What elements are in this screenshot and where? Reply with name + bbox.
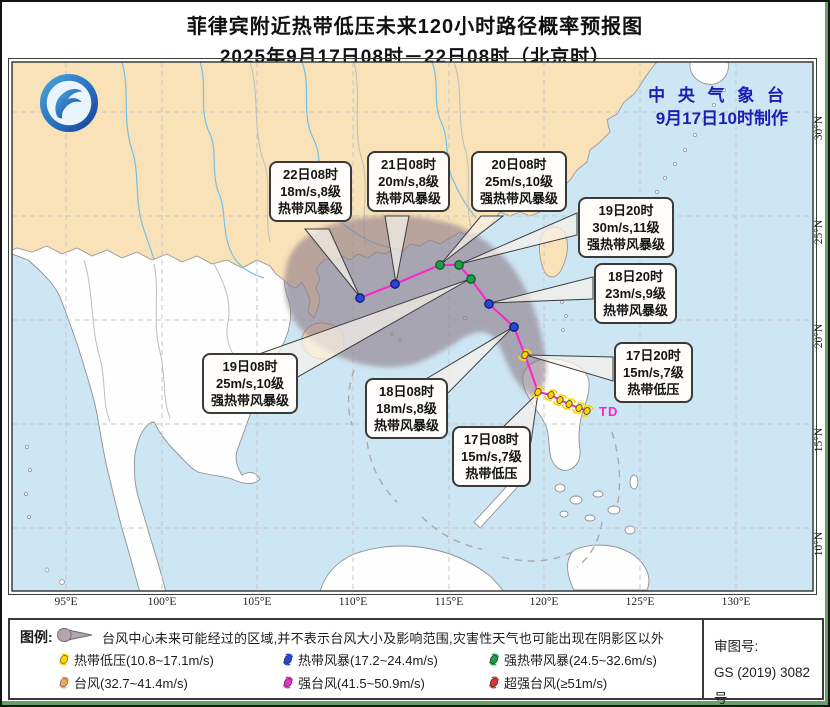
svg-text:10°N: 10°N: [813, 531, 825, 556]
legend-item-super-ty: 超强台风(≥51m/s): [488, 673, 607, 692]
legend-title: 图例:: [20, 629, 53, 645]
svg-text:15°N: 15°N: [813, 427, 825, 452]
window-edge-right: [825, 2, 828, 705]
svg-text:125°E: 125°E: [626, 596, 655, 608]
dash-line-boundary: [347, 369, 621, 568]
ryukyu-islands: [655, 88, 726, 194]
legend-divider: [702, 620, 704, 698]
callout-17d08h: 17日08时 15m/s,7级 热带低压: [452, 426, 531, 487]
agency-credit: 中 央 气 象 台 9月17日10时制作: [648, 84, 788, 130]
typhoon-symbol-icon: [283, 676, 293, 689]
typhoon-symbol-icon: [489, 676, 499, 689]
map-frame-inner: [11, 61, 814, 592]
legend-item-ts: 热带风暴(17.2~24.4m/s): [282, 650, 438, 669]
svg-text:120°E: 120°E: [530, 596, 559, 608]
callout-18d20h: 18日20时 23m/s,9级 热带风暴级: [594, 263, 678, 324]
latitude-labels: 30°N 25°N 20°N 15°N 10°N: [813, 115, 825, 556]
callout-19d08h: 19日08时 25m/s,10级 强热带风暴级: [202, 353, 299, 414]
legend-cone-text: 台风中心未来可能经过的区域,并不表示台风大小及影响范围,灾害性天气也可能出现在阴…: [102, 631, 665, 646]
svg-text:130°E: 130°E: [722, 596, 751, 608]
map-frame-outer: [8, 58, 817, 595]
cone-icon: [56, 627, 93, 643]
svg-text:20°N: 20°N: [813, 323, 825, 348]
kyushu-landmass: [689, 62, 729, 85]
borneo-landmass: [319, 545, 504, 591]
callout-20d08h: 20日08时 25m/s,10级 强热带风暴级: [471, 151, 568, 212]
callout-18d08h: 18日08时 18m/s,8级 热带风暴级: [365, 378, 449, 439]
callout-17d20h: 17日20时 15m/s,7级 热带低压: [614, 342, 693, 403]
svg-text:25°N: 25°N: [813, 219, 825, 244]
typhoon-symbol-icon: [59, 676, 69, 689]
svg-text:110°E: 110°E: [339, 596, 367, 608]
svg-text:95°E: 95°E: [54, 596, 77, 608]
agency-name: 中 央 气 象 台: [648, 86, 788, 105]
svg-text:30°N: 30°N: [813, 115, 825, 140]
legend-item-td: 热带低压(10.8~17.1m/s): [58, 650, 214, 669]
typhoon-symbol-icon: [283, 653, 293, 666]
typhoon-symbol-icon: [59, 653, 69, 666]
svg-text:115°E: 115°E: [435, 596, 463, 608]
callout-22d08h: 22日08时 18m/s,8级 热带风暴级: [269, 161, 353, 222]
issue-time: 9月17日10时制作: [655, 109, 788, 128]
typhoon-symbol-icon: [489, 653, 499, 666]
callout-21d08h: 21日08时 20m/s,8级 热带风暴级: [367, 151, 451, 212]
legend-item-ty: 台风(32.7~41.4m/s): [58, 673, 188, 692]
longitude-labels: 95°E 100°E 105°E 110°E 115°E 120°E 125°E 130…: [54, 596, 750, 608]
td-label: TD: [599, 404, 618, 419]
legend: 图例: 台风中心未来可能经过的区域,并不表示台风大小及影响范围,灾害性天气也可能…: [8, 618, 824, 705]
map-approval-number: 审图号: GS (2019) 3082号: [714, 639, 811, 706]
svg-text:100°E: 100°E: [148, 596, 177, 608]
storm-track: [355, 260, 594, 417]
cma-logo-icon: [39, 73, 99, 133]
callout-19d20h: 19日20时 30m/s,11级 强热带风暴级: [578, 197, 675, 258]
svg-text:105°E: 105°E: [243, 596, 272, 608]
window-edge-bottom: [2, 701, 828, 705]
legend-item-sty: 强台风(41.5~50.9m/s): [282, 673, 425, 692]
page-title: 菲律宾附近热带低压未来120小时路径概率预报图: [186, 16, 644, 38]
legend-item-sts: 强热带风暴(24.5~32.6m/s): [488, 650, 657, 669]
